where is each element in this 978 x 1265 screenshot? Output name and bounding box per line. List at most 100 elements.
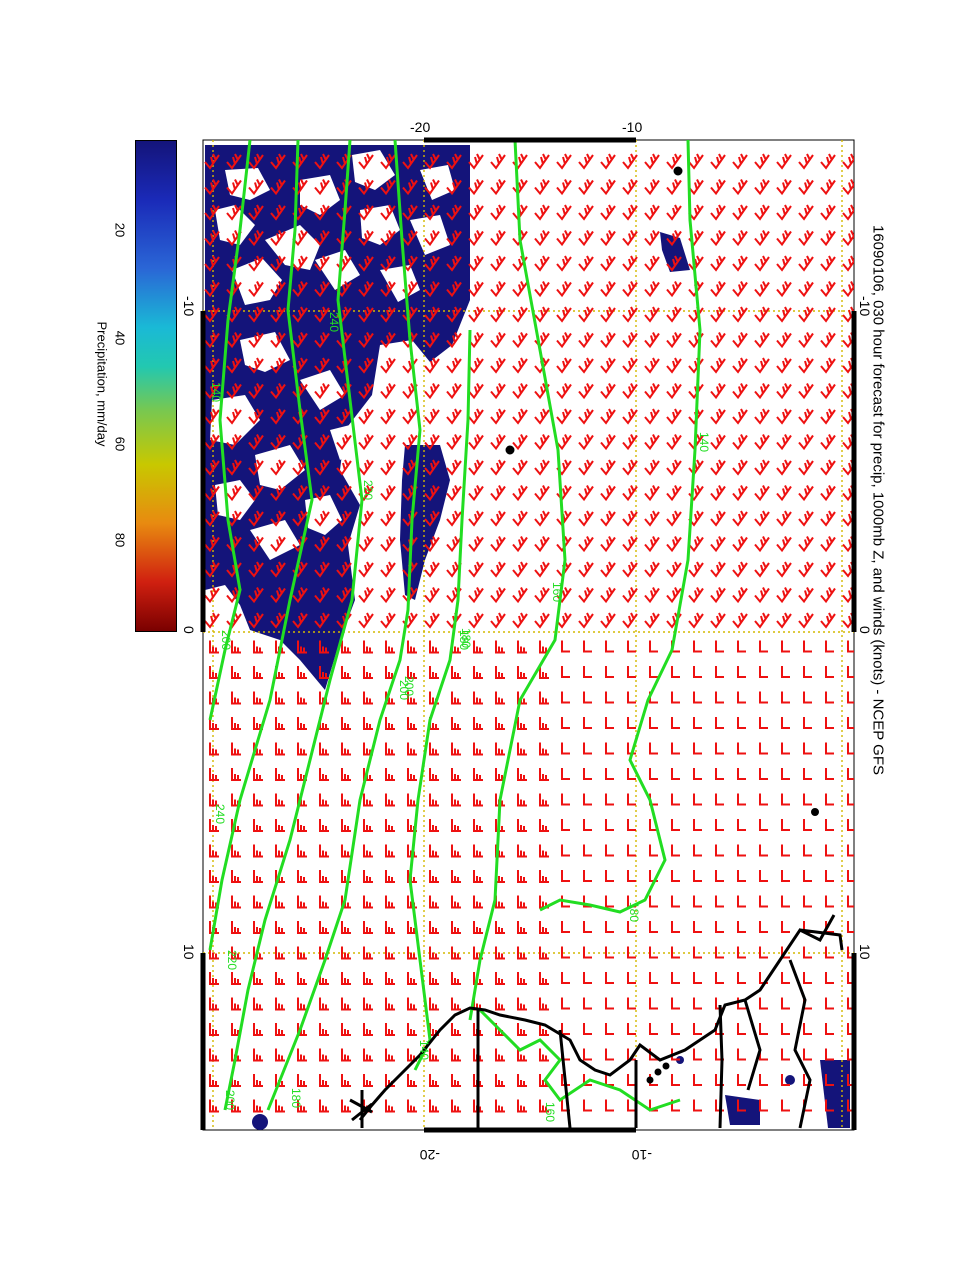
wind-barb — [341, 1023, 351, 1036]
wind-barb — [490, 179, 506, 196]
wind-barb — [468, 408, 484, 425]
wind-barb — [732, 255, 748, 272]
wind-barb — [253, 793, 263, 807]
wind-barb — [798, 204, 814, 221]
wind-barb — [512, 510, 528, 527]
wind-barb — [847, 819, 854, 831]
wind-barb — [776, 510, 792, 527]
wind-barb — [644, 204, 660, 221]
wind-barb — [759, 691, 768, 704]
wind-barb — [429, 819, 439, 832]
wind-barb — [226, 153, 242, 170]
wind-barb — [512, 408, 528, 425]
wind-barb — [253, 997, 263, 1011]
wind-barb — [363, 793, 373, 807]
wind-barb — [314, 408, 330, 425]
wind-barb — [781, 895, 790, 908]
wind-barb — [385, 768, 395, 781]
wind-barb — [671, 972, 680, 984]
wind-barb — [517, 895, 527, 909]
wind-barb — [490, 204, 506, 221]
wind-barb — [781, 717, 790, 729]
wind-barb — [671, 742, 680, 755]
wind-barb — [446, 255, 462, 272]
wind-barb — [737, 666, 746, 678]
wind-barb — [424, 434, 440, 451]
wind-barb — [561, 819, 570, 831]
wind-barb — [578, 306, 594, 323]
wind-barb — [666, 459, 682, 476]
contour-label: 200 — [219, 630, 233, 650]
wind-barb — [539, 768, 549, 781]
wind-barb — [776, 561, 792, 578]
wind-barb — [275, 1048, 285, 1062]
wind-barb — [358, 179, 374, 196]
wind-barb — [380, 408, 396, 425]
wind-barb — [732, 587, 748, 604]
wind-barb — [292, 179, 308, 196]
wind-barb — [209, 666, 219, 679]
wind-barb — [539, 1099, 549, 1113]
wind-barb — [600, 153, 616, 170]
wind-barb — [622, 459, 638, 476]
wind-barb — [649, 844, 658, 857]
wind-barb — [798, 434, 814, 451]
wind-barb — [583, 819, 592, 831]
wind-barb — [627, 717, 636, 729]
wind-barb — [578, 332, 594, 349]
wind-barb — [209, 1074, 219, 1087]
wind-barb — [490, 153, 506, 170]
wind-barb — [776, 204, 792, 221]
wind-barb — [248, 204, 264, 221]
colorbar-tick: 80 — [112, 532, 128, 548]
wind-barb — [275, 793, 285, 807]
wind-barb — [842, 179, 854, 196]
wind-barb — [578, 204, 594, 221]
wind-barb — [319, 640, 329, 654]
wind-barb — [666, 204, 682, 221]
wind-barb — [297, 717, 307, 730]
wind-barb — [561, 844, 570, 857]
wind-barb — [671, 819, 680, 831]
wind-barb — [314, 383, 330, 400]
wind-barb — [732, 281, 748, 298]
wind-barb — [407, 1023, 417, 1036]
wind-barb — [578, 281, 594, 298]
wind-barb — [358, 255, 374, 272]
wind-barb — [600, 459, 616, 476]
wind-barb — [231, 972, 241, 985]
wind-barb — [270, 459, 286, 476]
wind-barb — [688, 536, 704, 553]
wind-barb — [627, 640, 636, 653]
wind-barb — [798, 332, 814, 349]
wind-barb — [825, 691, 834, 704]
wind-barb — [231, 921, 241, 934]
wind-barb — [825, 819, 834, 831]
wind-barb — [583, 946, 592, 959]
wind-barb — [688, 612, 704, 629]
wind-barb — [671, 870, 680, 882]
wind-barb — [270, 510, 286, 527]
wind-barb — [798, 153, 814, 170]
wind-barb — [666, 434, 682, 451]
wind-barb — [451, 844, 461, 858]
wind-barb — [424, 510, 440, 527]
wind-barb — [314, 536, 330, 553]
wind-barb — [600, 536, 616, 553]
wind-barb — [622, 204, 638, 221]
wind-barb — [314, 204, 330, 221]
wind-barb — [798, 587, 814, 604]
wind-barb — [473, 666, 483, 679]
wind-barb — [380, 510, 396, 527]
wind-barb — [820, 332, 836, 349]
wind-barb — [358, 536, 374, 553]
wind-barb — [248, 153, 264, 170]
wind-barb — [253, 1099, 263, 1113]
wind-barb — [424, 612, 440, 629]
wind-barb — [253, 640, 263, 654]
wind-barb — [803, 691, 812, 704]
wind-barb — [358, 306, 374, 323]
wind-barb — [314, 281, 330, 298]
figure-title: 16090106, 030 hour forecast for precip, … — [869, 224, 887, 776]
